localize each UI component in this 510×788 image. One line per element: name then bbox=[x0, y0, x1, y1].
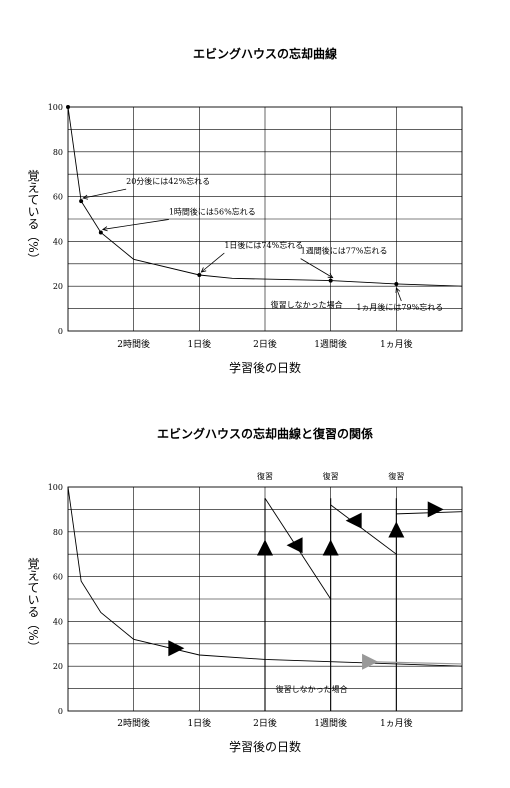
review-label: 復習 bbox=[323, 471, 339, 481]
x-tick-label: 1日後 bbox=[187, 717, 211, 729]
y-tick-label: 80 bbox=[53, 528, 63, 537]
annotation-label: 1時間後には56%忘れる bbox=[169, 206, 256, 216]
review-label: 復習 bbox=[388, 471, 404, 481]
annotation-label: 1週間後には77%忘れる bbox=[301, 246, 388, 256]
arrow-marker bbox=[322, 539, 339, 556]
annotation-arrow-head bbox=[82, 194, 89, 200]
annotation-arrow-head bbox=[327, 273, 334, 279]
y-tick-label: 20 bbox=[53, 662, 63, 671]
arrow-marker bbox=[345, 512, 362, 529]
data-point bbox=[79, 199, 84, 204]
y-tick-label: 0 bbox=[58, 327, 63, 336]
annotation-arrow-head bbox=[101, 226, 108, 232]
y-tick-label: 0 bbox=[58, 707, 63, 716]
x-tick-label: 1週間後 bbox=[314, 717, 347, 729]
x-tick-label: 1週間後 bbox=[314, 338, 347, 350]
y-tick-label: 40 bbox=[53, 617, 63, 626]
data-point bbox=[328, 278, 333, 283]
x-axis-label: 学習後の日数 bbox=[229, 360, 301, 375]
annotation-label: 復習しなかった場合 bbox=[276, 684, 348, 694]
gray-line bbox=[370, 661, 463, 665]
y-axis-label: 覚えている（%） bbox=[26, 557, 40, 653]
y-tick-label: 40 bbox=[53, 237, 63, 246]
x-tick-label: 2時間後 bbox=[117, 717, 150, 729]
chart-1: エビングハウスの忘却曲線 0 20 40 60 80 100 2時間後 1日後 2日後 1週間後 1ヵ… bbox=[26, 46, 463, 375]
y-tick-label: 60 bbox=[53, 193, 63, 202]
annotation-arrow-head bbox=[200, 267, 207, 273]
y-axis-label: 覚えている（%） bbox=[26, 169, 40, 265]
annotation-arrow bbox=[83, 188, 127, 199]
annotation-arrow bbox=[102, 219, 169, 230]
annotation-label: 復習しなかった場合 bbox=[271, 299, 343, 309]
x-axis-label: 学習後の日数 bbox=[229, 739, 301, 754]
x-tick-label: 2日後 bbox=[253, 338, 277, 350]
arrow-marker bbox=[168, 640, 185, 657]
annotation-arrow bbox=[395, 287, 402, 302]
y-tick-label: 100 bbox=[48, 103, 63, 112]
chart-2: エビングハウスの忘却曲線と復習の関係 0 20 40 60 80 100 2時間後 1日後 2日後… bbox=[26, 426, 463, 754]
annotation-arrow bbox=[201, 252, 225, 273]
review-label: 復習 bbox=[257, 471, 273, 481]
y-tick-label: 100 bbox=[48, 483, 63, 492]
chart-title: エビングハウスの忘却曲線と復習の関係 bbox=[157, 426, 373, 441]
data-point bbox=[394, 281, 399, 286]
x-tick-label: 2日後 bbox=[253, 717, 277, 729]
annotation-label: 1日後には74%忘れる bbox=[224, 240, 303, 250]
series-line bbox=[330, 504, 397, 555]
data-point bbox=[66, 105, 70, 109]
arrow-marker bbox=[388, 521, 405, 538]
annotation-arrow-head bbox=[395, 287, 401, 293]
arrow-marker bbox=[427, 501, 444, 518]
x-tick-label: 1ヵ月後 bbox=[380, 717, 413, 729]
y-tick-label: 80 bbox=[53, 148, 63, 157]
data-point bbox=[98, 230, 103, 235]
annotation-arrow bbox=[300, 258, 333, 278]
y-tick-label: 20 bbox=[53, 282, 63, 291]
data-point bbox=[197, 273, 202, 277]
arrow-marker bbox=[286, 537, 303, 554]
arrow-marker bbox=[257, 539, 273, 556]
annotation-label: 20分後には42%忘れる bbox=[126, 176, 210, 186]
y-tick-label: 60 bbox=[53, 573, 63, 582]
chart-title: エビングハウスの忘却曲線 bbox=[193, 46, 337, 61]
x-tick-label: 1ヵ月後 bbox=[380, 338, 413, 350]
annotation-label: 1ヵ月後には79%忘れる bbox=[356, 302, 443, 312]
x-tick-label: 1日後 bbox=[187, 338, 211, 350]
plot-frame bbox=[67, 106, 463, 332]
x-tick-label: 2時間後 bbox=[117, 338, 150, 350]
